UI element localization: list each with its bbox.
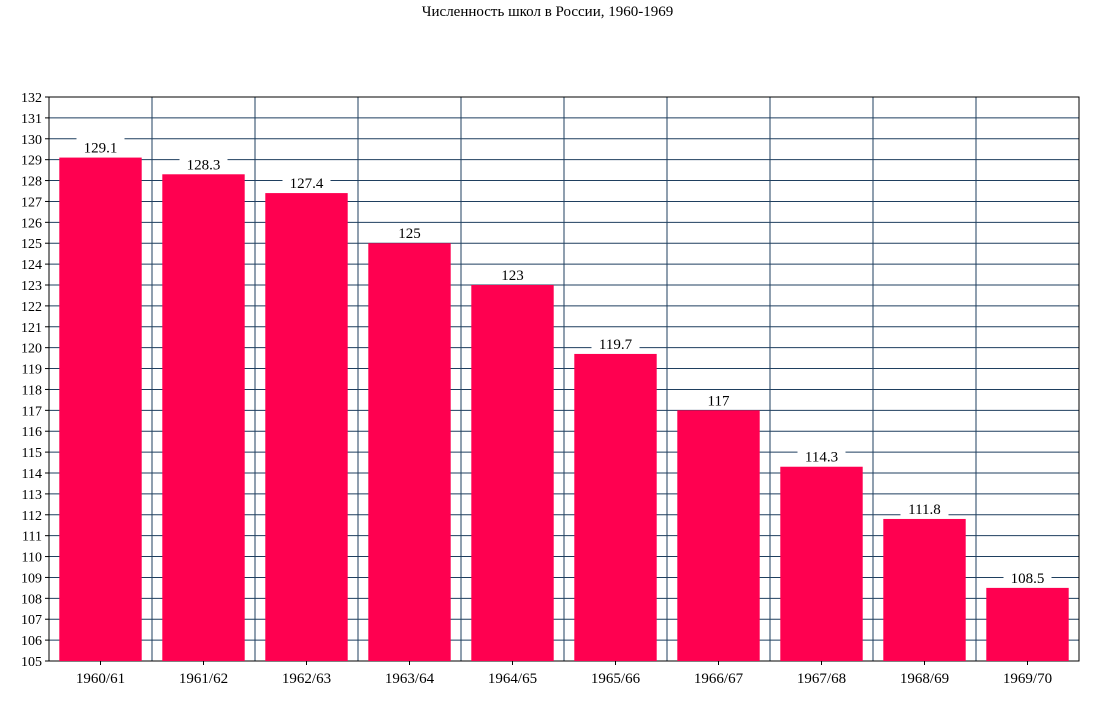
data-label: 119.7	[599, 337, 633, 353]
x-tick-label: 1963/64	[385, 671, 435, 687]
x-tick-label: 1960/61	[76, 671, 125, 687]
data-label: 127.4	[290, 176, 324, 192]
data-label-bg	[591, 333, 640, 352]
y-tick-label: 119	[22, 363, 42, 378]
x-tick-label: 1968/69	[900, 671, 949, 687]
y-tick-label: 111	[22, 530, 42, 545]
bar	[677, 410, 760, 661]
data-label: 129.1	[84, 141, 118, 157]
data-label-bg	[900, 498, 949, 517]
chart-title: Численность школ в России, 1960-1969	[421, 4, 674, 20]
bar	[162, 174, 245, 662]
x-tick-label: 1967/68	[797, 671, 846, 687]
data-label: 125	[398, 226, 421, 242]
data-label-bg	[496, 265, 529, 283]
data-label: 111.8	[908, 502, 941, 518]
y-tick-label: 131	[21, 112, 42, 127]
y-tick-label: 120	[21, 342, 42, 357]
y-tick-label: 110	[22, 551, 42, 566]
data-label-bg	[1003, 567, 1052, 586]
y-tick-label: 107	[21, 613, 42, 628]
y-tick-label: 118	[22, 383, 42, 398]
y-tick-label: 123	[21, 279, 42, 294]
bar	[265, 193, 348, 662]
data-label: 123	[501, 268, 524, 284]
x-tick-label: 1965/66	[591, 671, 641, 687]
y-tick-label: 124	[21, 258, 42, 273]
y-tick-label: 132	[21, 91, 42, 106]
y-tick-label: 106	[21, 634, 42, 649]
y-tick-label: 130	[21, 133, 42, 148]
y-tick-label: 126	[21, 216, 42, 231]
y-tick-label: 128	[21, 175, 42, 190]
data-label-bg	[282, 173, 331, 192]
data-label: 117	[708, 393, 730, 409]
y-tick-label: 115	[22, 446, 42, 461]
y-tick-label: 112	[22, 509, 42, 524]
x-tick-label: 1961/62	[179, 671, 228, 687]
data-label: 114.3	[805, 450, 838, 466]
x-tick-label: 1969/70	[1003, 671, 1052, 687]
y-tick-label: 125	[21, 237, 42, 252]
data-label-bg	[76, 137, 125, 156]
y-tick-label: 113	[22, 488, 42, 503]
data-label-bg	[393, 223, 426, 242]
data-label-bg	[797, 446, 846, 465]
bar	[883, 518, 966, 661]
x-tick-label: 1966/67	[694, 671, 744, 687]
data-label: 108.5	[1011, 571, 1045, 587]
bar	[59, 157, 142, 662]
bar	[780, 466, 863, 661]
y-tick-label: 129	[21, 154, 42, 169]
y-tick-label: 117	[22, 404, 42, 419]
y-tick-label: 122	[21, 300, 42, 315]
bar	[986, 587, 1069, 661]
x-tick-label: 1964/65	[488, 671, 537, 687]
data-label: 128.3	[187, 157, 221, 173]
y-tick-label: 121	[21, 321, 42, 336]
data-label-bg	[702, 390, 735, 409]
y-tick-label: 116	[22, 425, 42, 440]
bar	[368, 243, 451, 661]
data-label-bg	[179, 154, 228, 173]
bar	[471, 285, 554, 661]
y-tick-label: 108	[21, 592, 42, 607]
x-tick-label: 1962/63	[282, 671, 331, 687]
bar	[574, 353, 657, 661]
y-tick-label: 109	[21, 571, 42, 586]
y-tick-label: 105	[21, 655, 42, 670]
plot-border	[48, 96, 1080, 662]
y-tick-label: 127	[21, 195, 42, 210]
y-tick-label: 114	[22, 467, 42, 482]
